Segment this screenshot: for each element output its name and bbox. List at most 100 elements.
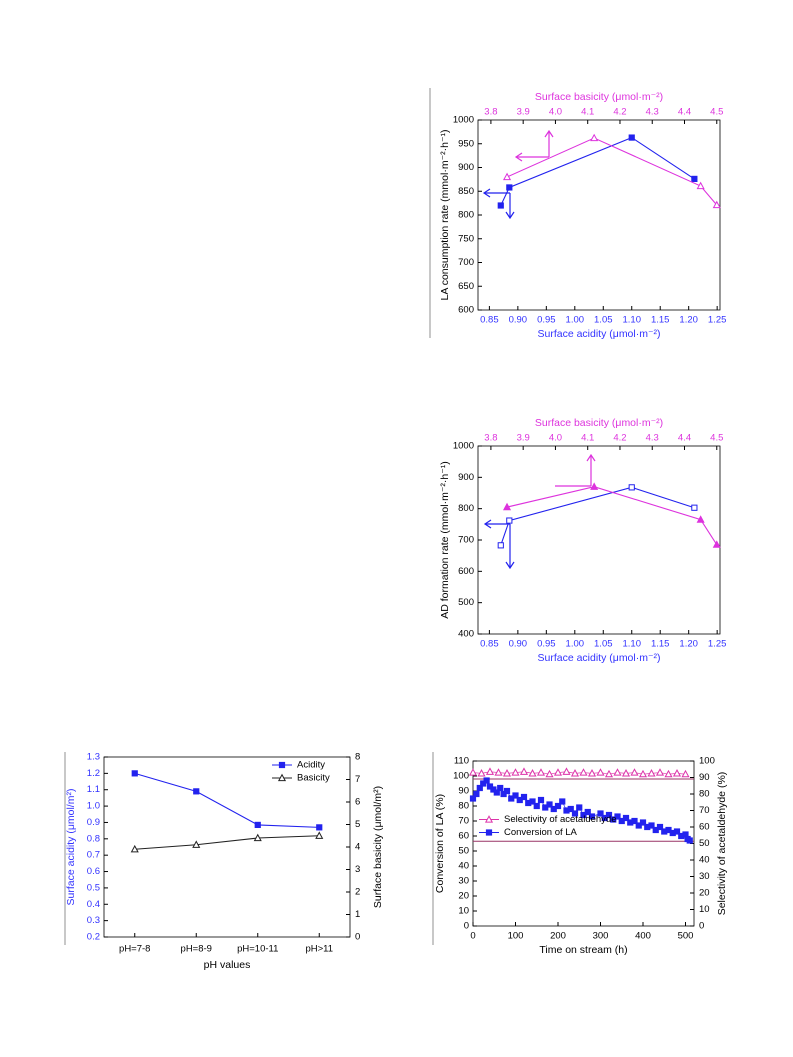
x-axis-label: pH values	[204, 959, 251, 971]
y2-tick-label: 40	[699, 855, 710, 866]
marker	[520, 793, 528, 801]
x-tick-label: 1.05	[594, 315, 613, 326]
marker	[546, 801, 553, 808]
y2-tick-label: 70	[699, 805, 710, 816]
y2-tick-label: 30	[699, 871, 710, 882]
x-tick-label: 0.95	[537, 315, 556, 326]
y-tick-label: 400	[458, 629, 474, 640]
y2-tick-label: 100	[699, 756, 715, 767]
marker	[571, 810, 579, 817]
x2-tick-label: 4.0	[549, 107, 562, 118]
marker	[536, 768, 546, 776]
x-tick-label: 300	[593, 931, 609, 942]
marker	[597, 810, 604, 817]
plot-frame	[477, 445, 721, 635]
legend-marker	[278, 761, 286, 769]
marker	[502, 769, 512, 777]
marker	[712, 200, 721, 209]
y-tick-label: 900	[458, 472, 474, 483]
marker	[477, 769, 486, 777]
y-tick-label: 1000	[453, 115, 474, 126]
marker	[512, 792, 519, 799]
plot-frame	[103, 756, 351, 938]
x-tick-label: 1.05	[594, 639, 613, 650]
y-tick-label: 850	[458, 186, 474, 197]
y-tick-label: 900	[458, 162, 474, 173]
legend-marker	[485, 829, 493, 836]
x2-tick-label: 4.0	[549, 433, 562, 444]
y-tick-label: 0.2	[87, 932, 100, 943]
x-tick-label: 1.25	[708, 639, 727, 650]
x-tick-label: 1.10	[622, 315, 641, 326]
y2-tick-label: 8	[355, 752, 360, 763]
x2-tick-label: 3.9	[517, 433, 530, 444]
x-tick-label: 400	[635, 931, 651, 942]
y2-tick-label: 3	[355, 864, 360, 875]
marker	[622, 814, 630, 822]
x-tick-label: 0.95	[537, 639, 556, 650]
marker	[506, 184, 513, 191]
marker	[562, 767, 571, 775]
legend-label: Selectivity of acetaldehyde	[504, 814, 616, 825]
y2-tick-label: 5	[355, 819, 360, 830]
marker	[590, 133, 599, 142]
marker	[519, 767, 529, 775]
marker	[497, 202, 504, 209]
y-tick-label: 40	[458, 861, 469, 872]
marker	[468, 768, 478, 776]
x-tick-label: 1.10	[622, 639, 641, 650]
x-tick-label: 1.00	[566, 315, 585, 326]
marker	[315, 831, 324, 839]
marker	[193, 788, 200, 795]
marker	[559, 798, 566, 805]
x-tick-label: pH=8-9	[181, 944, 212, 955]
y-tick-label: 1000	[453, 441, 474, 452]
y2-tick-label: 80	[699, 789, 710, 800]
x2-tick-label: 4.4	[678, 107, 691, 118]
x2-axis-label: Surface basicity (μmol·m⁻²)	[535, 91, 663, 103]
marker	[604, 769, 614, 778]
series-line	[500, 136, 695, 206]
y-tick-label: 700	[458, 257, 474, 268]
chart: 600 650 700 750 800 850 900 950 1000 0.85 0.90 0.95…	[439, 91, 727, 340]
y-tick-label: 100	[453, 771, 469, 782]
x-axis-label: Surface acidity (μmol·m⁻²)	[537, 652, 660, 664]
y2-tick-label: 20	[699, 888, 710, 899]
x-tick-label: 0.85	[480, 315, 499, 326]
chart: 0.2 0.3 0.4 0.5 0.6 0.7 0.8 0.9 1.0 1.1 1.2 1.3 0 1 2 3…	[65, 752, 384, 971]
marker	[567, 805, 574, 813]
x-tick-label: 0.90	[509, 315, 528, 326]
y-tick-label: 1.2	[87, 768, 100, 779]
marker	[545, 769, 554, 778]
x-tick-label: pH>11	[305, 944, 333, 955]
marker	[529, 798, 536, 805]
marker	[579, 768, 588, 776]
marker	[570, 769, 580, 777]
series-line	[134, 772, 320, 828]
y2-tick-label: 60	[699, 822, 710, 833]
marker	[493, 789, 500, 796]
y-tick-label: 0.6	[87, 866, 100, 877]
x-tick-label: pH=7-8	[119, 944, 150, 955]
marker	[681, 769, 690, 778]
x-tick-label: 100	[508, 931, 524, 942]
marker	[253, 833, 262, 842]
y2-tick-label: 0	[355, 932, 360, 943]
marker	[686, 837, 693, 844]
marker	[696, 181, 705, 190]
x2-tick-label: 4.5	[710, 107, 723, 118]
y-tick-label: 0.8	[87, 833, 100, 844]
x2-tick-label: 4.3	[646, 433, 659, 444]
marker	[131, 770, 138, 777]
series-line	[506, 137, 718, 206]
marker	[473, 790, 480, 798]
x2-tick-label: 4.1	[581, 107, 594, 118]
y-tick-label: 600	[458, 305, 474, 316]
y-tick-label: 80	[458, 801, 469, 812]
y-tick-label: 650	[458, 281, 474, 292]
x-axis-label: Time on stream (h)	[539, 944, 627, 956]
x2-tick-label: 3.8	[484, 107, 497, 118]
y-tick-label: 70	[458, 816, 469, 827]
x2-tick-label: 4.2	[613, 107, 626, 118]
marker	[506, 517, 513, 524]
